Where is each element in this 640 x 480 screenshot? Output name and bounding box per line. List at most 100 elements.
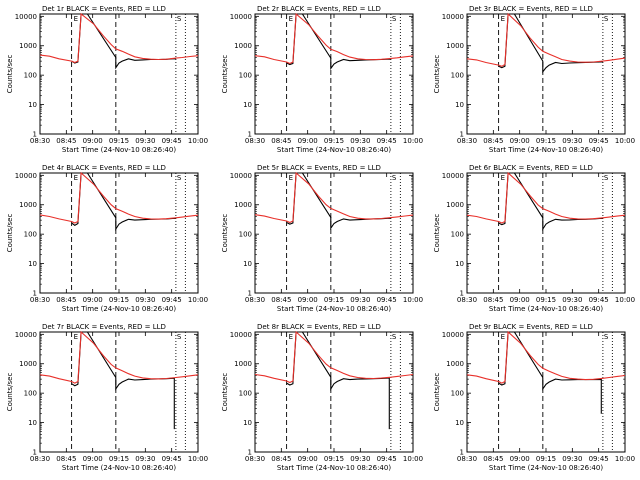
y-tick-label: 100 <box>24 231 37 239</box>
series-line-lld <box>466 330 626 384</box>
x-tick-label: 08:30 <box>245 137 265 145</box>
plot-frame <box>39 172 199 294</box>
y-tick-label: 10 <box>455 101 464 109</box>
x-tick-label: 09:45 <box>377 296 397 304</box>
x-tick-label: 09:30 <box>562 296 582 304</box>
x-axis-label: Start Time (24-Nov-10 08:26:40) <box>62 146 176 154</box>
chart-title: Det 4r BLACK = Events, RED = LLD <box>42 164 166 172</box>
x-tick-label: 09:00 <box>510 296 530 304</box>
x-axis-label: Start Time (24-Nov-10 08:26:40) <box>489 464 603 472</box>
x-tick-label: 08:45 <box>56 296 76 304</box>
x-axis-label: Start Time (24-Nov-10 08:26:40) <box>277 146 391 154</box>
x-tick-label: 09:15 <box>109 296 129 304</box>
y-tick-label: 10 <box>28 101 37 109</box>
y-tick-label: 10000 <box>15 331 37 339</box>
y-tick-label: 1 <box>460 131 464 139</box>
y-tick-label: 10000 <box>230 172 252 180</box>
chart-title: Det 8r BLACK = Events, RED = LLD <box>257 323 381 331</box>
plot-frame <box>254 13 414 135</box>
x-tick-label: 09:15 <box>324 137 344 145</box>
x-tick-label: 09:15 <box>109 137 129 145</box>
y-tick-label: 1 <box>460 449 464 457</box>
x-tick-label: 08:30 <box>457 137 477 145</box>
y-tick-label: 1000 <box>234 201 252 209</box>
x-tick-label: 09:45 <box>589 455 609 463</box>
x-tick-label: 08:45 <box>483 137 503 145</box>
y-axis-label: Counts/sec <box>433 373 441 412</box>
x-tick-label: 09:45 <box>162 137 182 145</box>
x-tick-label: 08:45 <box>483 455 503 463</box>
x-tick-label: 08:30 <box>30 137 50 145</box>
y-tick-label: 100 <box>239 72 252 80</box>
x-tick-label: 09:00 <box>83 137 103 145</box>
x-tick-label: 10:00 <box>615 296 635 304</box>
y-tick-label: 10 <box>243 260 252 268</box>
small-marker-glyph: S <box>392 15 397 23</box>
chart-title: Det 5r BLACK = Events, RED = LLD <box>257 164 381 172</box>
chart-title: Det 7r BLACK = Events, RED = LLD <box>42 323 166 331</box>
x-tick-label: 09:45 <box>377 455 397 463</box>
series-line-lld <box>254 171 414 224</box>
series-line-events <box>71 331 175 430</box>
y-tick-label: 1 <box>33 449 37 457</box>
small-marker-glyph: S <box>392 333 397 341</box>
y-tick-label: 10000 <box>15 13 37 21</box>
y-axis-label: Counts/sec <box>221 55 229 94</box>
y-tick-label: 1000 <box>19 42 37 50</box>
x-tick-label: 08:30 <box>30 455 50 463</box>
y-tick-label: 100 <box>451 390 464 398</box>
x-tick-label: 09:45 <box>377 137 397 145</box>
y-axis-label: Counts/sec <box>6 373 14 412</box>
x-tick-label: 09:15 <box>536 137 556 145</box>
x-tick-label: 10:00 <box>188 137 208 145</box>
y-tick-label: 1 <box>248 449 252 457</box>
plot-frame <box>466 172 626 294</box>
y-tick-label: 100 <box>239 231 252 239</box>
small-marker-glyph: S <box>604 333 609 341</box>
x-tick-label: 09:00 <box>83 455 103 463</box>
small-marker-glyph: S <box>177 333 182 341</box>
y-tick-label: 100 <box>24 72 37 80</box>
x-tick-label: 08:45 <box>271 137 291 145</box>
series-line-lld <box>39 12 199 64</box>
x-tick-label: 09:30 <box>350 137 370 145</box>
y-tick-label: 10 <box>455 260 464 268</box>
x-tick-label: 09:15 <box>324 455 344 463</box>
y-axis-label: Counts/sec <box>433 214 441 253</box>
small-marker-glyph: E <box>289 15 293 23</box>
y-axis-label: Counts/sec <box>6 214 14 253</box>
y-tick-label: 1000 <box>19 201 37 209</box>
x-tick-label: 08:45 <box>271 296 291 304</box>
x-tick-label: 09:30 <box>350 455 370 463</box>
y-tick-label: 1 <box>248 131 252 139</box>
small-marker-glyph: E <box>289 333 293 341</box>
x-tick-label: 08:45 <box>56 137 76 145</box>
chart-panel: Det 4r BLACK = Events, RED = LLD 1 10 100 10… <box>6 164 208 313</box>
y-axis-label: Counts/sec <box>433 55 441 94</box>
x-tick-label: 09:15 <box>109 455 129 463</box>
y-tick-label: 1000 <box>446 42 464 50</box>
y-tick-label: 10 <box>28 260 37 268</box>
x-tick-label: 09:30 <box>135 455 155 463</box>
x-tick-label: 09:45 <box>162 455 182 463</box>
series-line-events <box>71 172 176 231</box>
x-axis-label: Start Time (24-Nov-10 08:26:40) <box>62 305 176 313</box>
x-tick-label: 08:30 <box>457 455 477 463</box>
chart-panel: Det 5r BLACK = Events, RED = LLD 1 10 100 10… <box>221 164 423 313</box>
series-line-lld <box>254 12 414 65</box>
series-line-lld <box>466 12 626 67</box>
x-axis-label: Start Time (24-Nov-10 08:26:40) <box>62 464 176 472</box>
small-marker-glyph: S <box>392 174 397 182</box>
series-line-lld <box>39 171 199 224</box>
small-marker-glyph: E <box>501 174 505 182</box>
y-tick-label: 1 <box>33 290 37 298</box>
chart-panel: Det 9r BLACK = Events, RED = LLD 1 10 100 10… <box>433 323 635 472</box>
small-marker-glyph: S <box>177 174 182 182</box>
x-tick-label: 08:30 <box>30 296 50 304</box>
small-marker-glyph: S <box>604 15 609 23</box>
y-axis-label: Counts/sec <box>221 373 229 412</box>
small-marker-glyph: E <box>74 15 78 23</box>
y-tick-label: 10 <box>243 101 252 109</box>
y-tick-label: 10000 <box>442 13 464 21</box>
